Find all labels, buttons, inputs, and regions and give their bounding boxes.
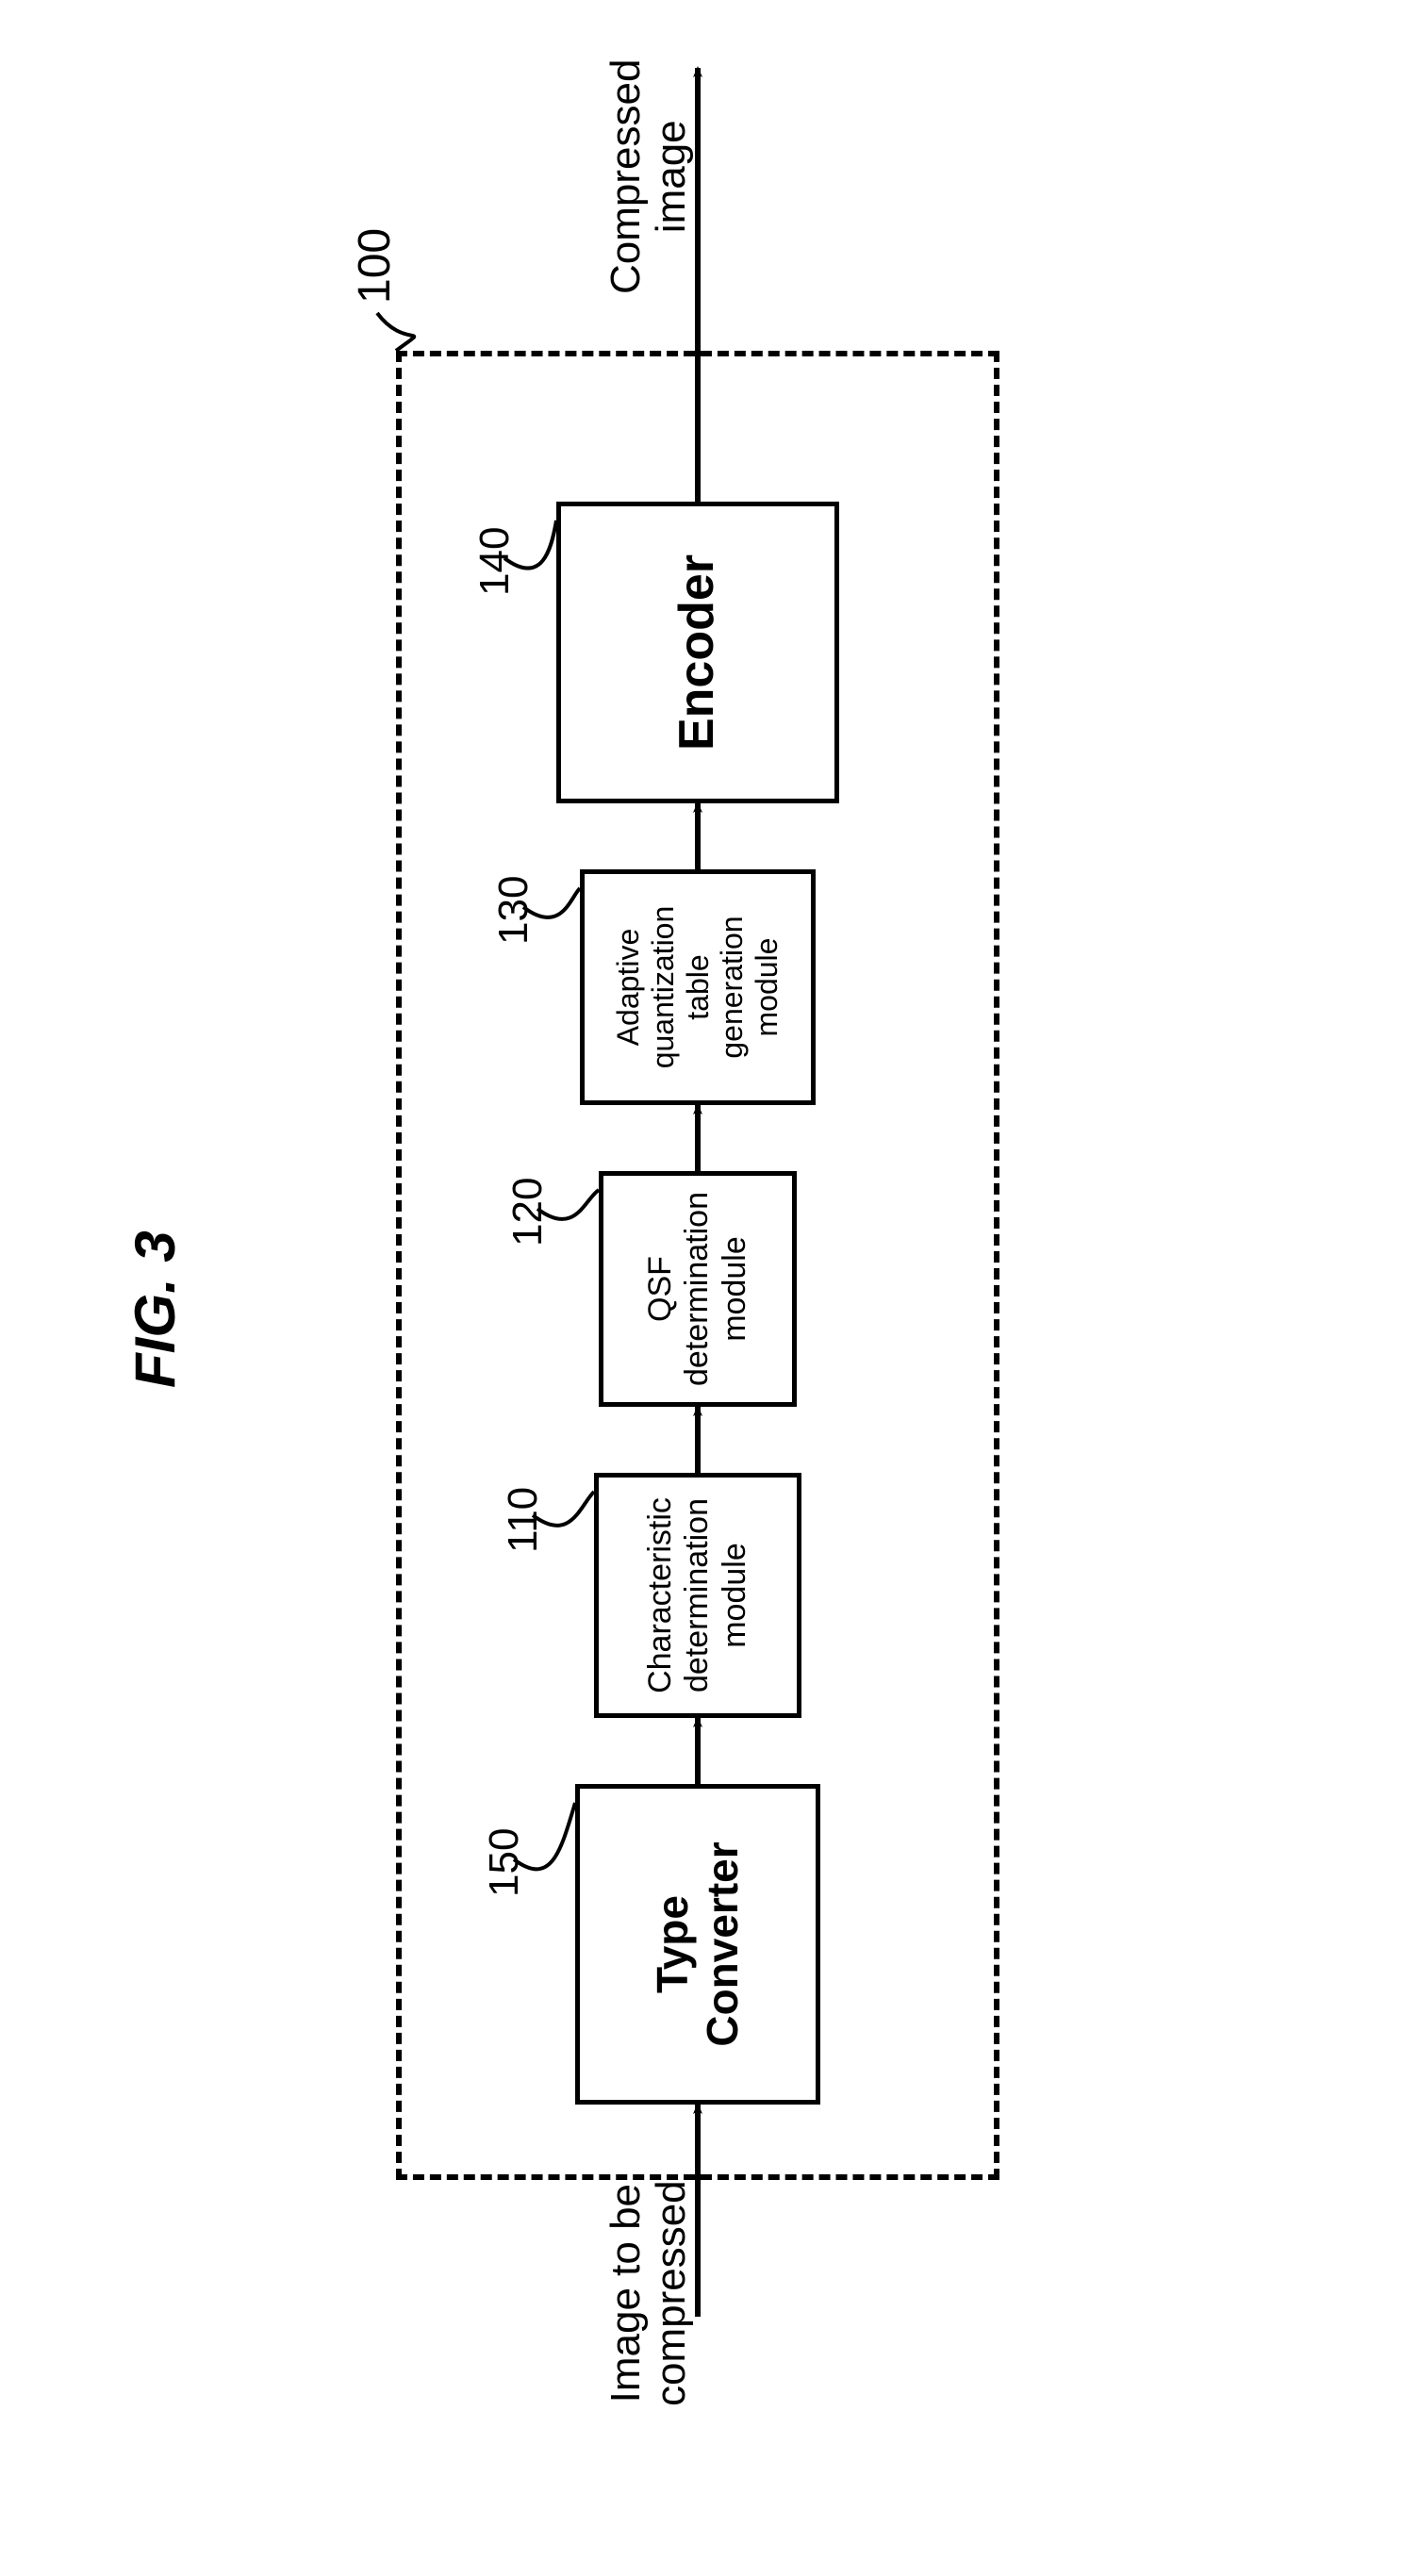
- block-qsf-module-label: QSF determination module: [642, 1192, 752, 1386]
- block-type-converter: Type Converter: [575, 1784, 820, 2105]
- block-encoder-number: 140: [471, 527, 519, 596]
- block-encoder: Encoder: [556, 502, 839, 803]
- block-encoder-label: Encoder: [669, 554, 726, 751]
- block-adaptive-quant-module: Adaptive quantization table generation m…: [580, 869, 816, 1105]
- page: FIG. 3 100 Image to be compressed Compre…: [0, 0, 1420, 2576]
- diagram-canvas: FIG. 3 100 Image to be compressed Compre…: [0, 0, 1420, 2576]
- block-characteristic-module-number: 110: [500, 1487, 547, 1553]
- system-number-label: 100: [349, 228, 401, 304]
- block-adaptive-quant-module-number: 130: [490, 876, 537, 945]
- block-adaptive-quant-module-label: Adaptive quantization table generation m…: [611, 906, 784, 1069]
- block-qsf-module: QSF determination module: [599, 1171, 797, 1407]
- input-label: Image to be compressed: [603, 2180, 695, 2406]
- leader-curl-system: [377, 313, 414, 351]
- block-qsf-module-number: 120: [504, 1178, 552, 1247]
- block-type-converter-number: 150: [481, 1828, 528, 1897]
- output-label: Compressed image: [603, 59, 695, 294]
- block-characteristic-module: Characteristic determination module: [594, 1473, 801, 1718]
- figure-title: FIG. 3: [123, 1230, 188, 1388]
- block-characteristic-module-label: Characteristic determination module: [642, 1497, 752, 1693]
- block-type-converter-label: Type Converter: [648, 1796, 748, 2092]
